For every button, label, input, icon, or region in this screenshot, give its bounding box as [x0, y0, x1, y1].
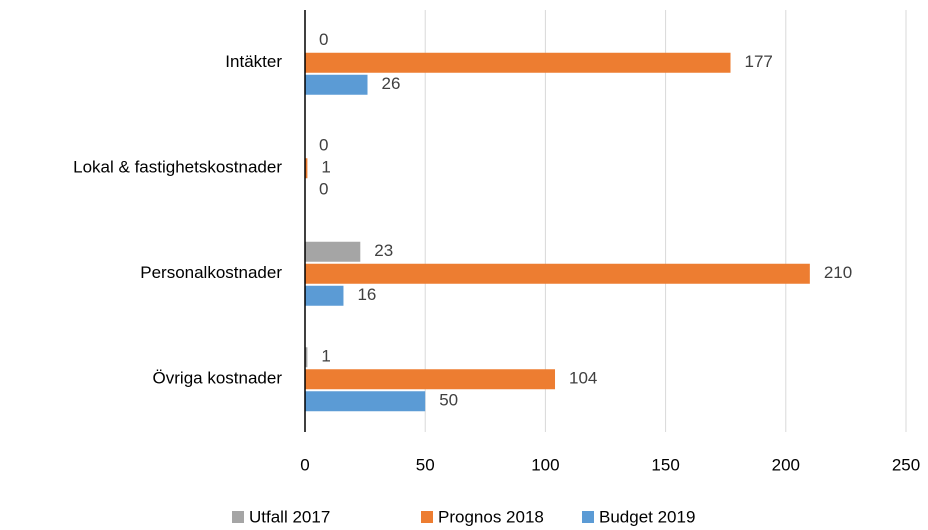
bar	[305, 391, 426, 412]
x-tick-label: 200	[772, 455, 800, 474]
legend-label: Budget 2019	[599, 507, 695, 526]
bar	[305, 347, 308, 368]
data-label: 104	[569, 369, 597, 388]
bar	[305, 74, 368, 95]
bar	[305, 263, 810, 284]
bar	[305, 52, 731, 73]
category-label: Personalkostnader	[140, 263, 282, 282]
data-label: 26	[382, 74, 401, 93]
data-label: 0	[319, 136, 328, 155]
data-label: 1	[321, 158, 330, 177]
legend-label: Utfall 2017	[249, 507, 330, 526]
data-label: 23	[374, 241, 393, 260]
x-tick-label: 0	[300, 455, 309, 474]
x-tick-label: 250	[892, 455, 920, 474]
data-label: 1	[321, 347, 330, 366]
x-tick-label: 100	[531, 455, 559, 474]
x-tick-label: 50	[416, 455, 435, 474]
data-label: 210	[824, 263, 852, 282]
data-label: 0	[319, 180, 328, 199]
bar	[305, 241, 361, 262]
category-label: Lokal & fastighetskostnader	[73, 158, 282, 177]
data-label: 50	[439, 391, 458, 410]
bar	[305, 158, 308, 179]
bar	[305, 369, 556, 390]
legend-swatch	[582, 511, 594, 523]
data-label: 0	[319, 30, 328, 49]
category-label: Övriga kostnader	[153, 369, 283, 388]
data-label: 16	[357, 285, 376, 304]
legend-swatch	[421, 511, 433, 523]
category-label: Intäkter	[225, 52, 282, 71]
bar	[305, 285, 344, 306]
legend-swatch	[232, 511, 244, 523]
x-tick-label: 150	[651, 455, 679, 474]
data-label: 177	[745, 52, 773, 71]
legend-label: Prognos 2018	[438, 507, 544, 526]
